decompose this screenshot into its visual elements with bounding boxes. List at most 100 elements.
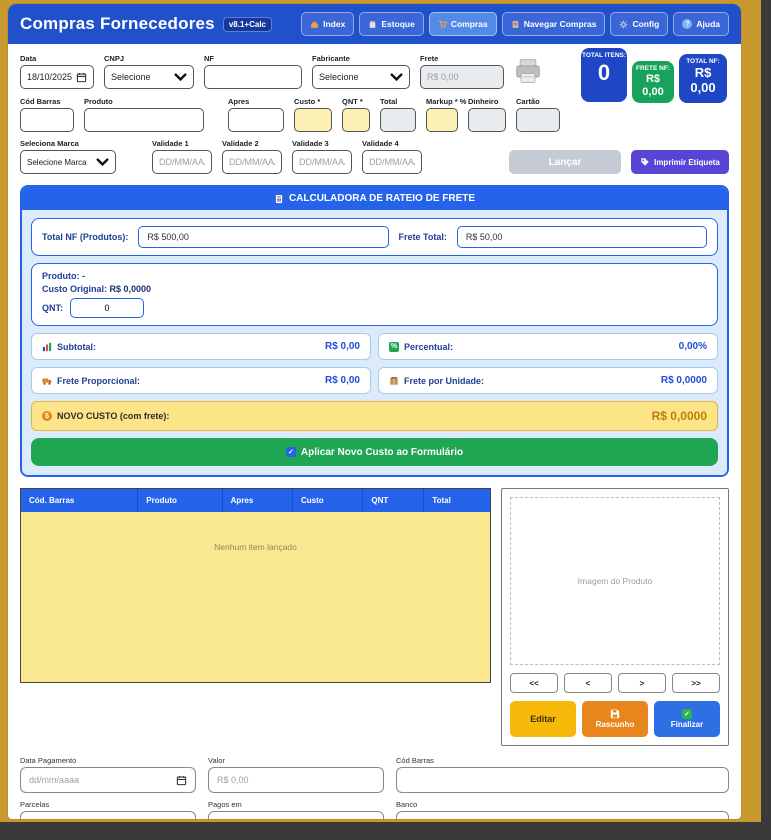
custo-original-line: Custo Original: R$ 0,0000 bbox=[42, 284, 152, 294]
imprimir-etiqueta-button[interactable]: Imprimir Etiqueta bbox=[631, 150, 729, 174]
app-header: Compras Fornecedores v8.1+Calc Index Est… bbox=[8, 4, 741, 44]
page-title: Compras Fornecedores bbox=[20, 14, 215, 33]
next-item-button[interactable]: > bbox=[618, 673, 666, 693]
clipboard-icon bbox=[512, 20, 518, 28]
pagos-em-input[interactable]: dd/mm/aaaa bbox=[208, 811, 384, 819]
desktop-right-strip bbox=[761, 0, 771, 840]
items-table: Cód. Barras Produto Apres Custo QNT Tota… bbox=[20, 488, 491, 683]
form-row-2: Cód Barras Produto Apres Custo * QNT * T… bbox=[20, 97, 729, 132]
payment-cod-barras-input[interactable] bbox=[396, 767, 729, 793]
frete-input[interactable] bbox=[420, 65, 504, 89]
total-nf-produtos-input[interactable] bbox=[138, 226, 389, 248]
summary-cards: TOTAL ITENS: 0 FRETE NF: R$ 0,00 TOTAL N… bbox=[581, 48, 727, 103]
chevron-down-icon bbox=[174, 73, 187, 81]
item-action-buttons: Editar Rascunho ✓ Finalizar bbox=[510, 701, 720, 737]
total-itens-card: TOTAL ITENS: 0 bbox=[581, 48, 627, 102]
frete-nf-card: FRETE NF: R$ 0,00 bbox=[632, 61, 674, 103]
data-pagamento-input[interactable]: dd/mm/aaaa bbox=[20, 767, 196, 793]
parcelas-input[interactable] bbox=[20, 811, 196, 819]
produto-line: Produto: - bbox=[42, 271, 85, 281]
product-image-placeholder: Imagem do Produto bbox=[510, 497, 720, 665]
qnt-input[interactable] bbox=[342, 108, 370, 132]
box-icon bbox=[370, 20, 376, 28]
frete-por-unidade-metric: Frete por Unidade: R$ 0,0000 bbox=[378, 367, 718, 394]
novo-custo-value: R$ 0,0000 bbox=[651, 409, 707, 423]
total-nf-card: TOTAL NF: R$ 0,00 bbox=[679, 54, 727, 103]
chevron-down-icon bbox=[96, 158, 109, 166]
form-row-3: Seleciona Marca Selecione Marca Validade… bbox=[20, 139, 729, 174]
validade-2-input[interactable] bbox=[222, 150, 282, 174]
cartao-input[interactable] bbox=[516, 108, 560, 132]
chevron-down-icon bbox=[390, 73, 403, 81]
calendar-icon bbox=[76, 72, 87, 82]
percentual-metric: % Percentual: 0,00% bbox=[378, 333, 718, 360]
data-input[interactable]: 18/10/2025 bbox=[20, 65, 94, 89]
frete-proporcional-metric: Frete Proporcional: R$ 0,00 bbox=[31, 367, 371, 394]
markup-input[interactable] bbox=[426, 108, 458, 132]
version-badge: v8.1+Calc bbox=[222, 16, 272, 32]
marca-select[interactable]: Selecione Marca bbox=[20, 150, 116, 174]
validade-1-input[interactable] bbox=[152, 150, 212, 174]
product-image-panel: Imagem do Produto << < > >> Editar Rascu… bbox=[501, 488, 729, 746]
printer-icon bbox=[516, 59, 540, 83]
custo-input[interactable] bbox=[294, 108, 332, 132]
validade-3-input[interactable] bbox=[292, 150, 352, 174]
apres-input[interactable] bbox=[228, 108, 284, 132]
calculator-product-box: Produto: - Custo Original: R$ 0,0000 QNT… bbox=[31, 263, 718, 326]
frete-total-input[interactable] bbox=[456, 226, 708, 248]
payment-form: Data Pagamento dd/mm/aaaa Valor Cód Barr… bbox=[20, 756, 729, 819]
cod-barras-input[interactable] bbox=[20, 108, 74, 132]
novo-custo-bar: $ NOVO CUSTO (com frete): R$ 0,0000 bbox=[31, 401, 718, 431]
label-printer-image bbox=[514, 58, 542, 89]
finalizar-button[interactable]: ✓ Finalizar bbox=[654, 701, 720, 737]
nf-input[interactable] bbox=[204, 65, 302, 89]
subtotal-metric: Subtotal: R$ 0,00 bbox=[31, 333, 371, 360]
editar-button[interactable]: Editar bbox=[510, 701, 576, 737]
rascunho-button[interactable]: Rascunho bbox=[582, 701, 648, 737]
nav-item-index[interactable]: Index bbox=[301, 12, 355, 36]
gear-icon bbox=[620, 20, 628, 28]
fabricante-select[interactable]: Selecione bbox=[312, 65, 410, 89]
nav-item-compras[interactable]: Compras bbox=[428, 12, 497, 36]
question-icon: ? bbox=[682, 19, 693, 29]
first-item-button[interactable]: << bbox=[510, 673, 558, 693]
calendar-icon bbox=[176, 775, 187, 785]
total-itens-value: 0 bbox=[597, 60, 611, 86]
form-row-1: Data 18/10/2025 CNPJ Selecione NF Fabric… bbox=[20, 54, 729, 89]
check-icon: ✓ bbox=[682, 709, 692, 719]
validade-4-input[interactable] bbox=[362, 150, 422, 174]
lancar-button[interactable]: Lançar bbox=[509, 150, 621, 174]
nav-item-config[interactable]: Config bbox=[610, 12, 669, 36]
cnpj-select[interactable]: Selecione bbox=[104, 65, 194, 89]
calculator-metrics-row-2: Frete Proporcional: R$ 0,00 Frete por Un… bbox=[31, 367, 718, 394]
tag-icon bbox=[641, 158, 649, 166]
total-nf-value: R$ 0,00 bbox=[690, 65, 716, 96]
home-icon bbox=[311, 20, 318, 28]
floppy-disk-icon bbox=[610, 709, 620, 719]
desktop-bottom-bar bbox=[0, 822, 771, 840]
app-window: Compras Fornecedores v8.1+Calc Index Est… bbox=[8, 4, 741, 819]
items-section: Cód. Barras Produto Apres Custo QNT Tota… bbox=[20, 488, 729, 746]
banco-select[interactable]: Selecione bbox=[396, 811, 729, 819]
calculator-icon bbox=[275, 194, 283, 203]
produto-input[interactable] bbox=[84, 108, 204, 132]
last-item-button[interactable]: >> bbox=[672, 673, 720, 693]
main-nav: Index Estoque Compras Navegar Compras Co… bbox=[301, 12, 729, 36]
calculator-metrics-row-1: Subtotal: R$ 0,00 % Percentual: 0,00% bbox=[31, 333, 718, 360]
percent-icon: % bbox=[389, 341, 399, 352]
nav-item-estoque[interactable]: Estoque bbox=[359, 12, 424, 36]
items-table-header: Cód. Barras Produto Apres Custo QNT Tota… bbox=[21, 489, 490, 512]
frete-nf-value: R$ 0,00 bbox=[642, 73, 664, 98]
calculator-body: Total NF (Produtos): Frete Total: Produt… bbox=[22, 210, 727, 475]
calculator-qnt-input[interactable] bbox=[70, 298, 144, 318]
freight-calculator-section: CALCULADORA DE RATEIO DE FRETE Total NF … bbox=[20, 185, 729, 477]
aplicar-novo-custo-button[interactable]: ✓ Aplicar Novo Custo ao Formulário bbox=[31, 438, 718, 466]
calculator-header: CALCULADORA DE RATEIO DE FRETE bbox=[22, 187, 727, 210]
nav-item-ajuda[interactable]: ? Ajuda bbox=[673, 12, 729, 36]
prev-item-button[interactable]: < bbox=[564, 673, 612, 693]
valor-input[interactable] bbox=[208, 767, 384, 793]
dinheiro-input[interactable] bbox=[468, 108, 506, 132]
nav-item-navegar-compras[interactable]: Navegar Compras bbox=[501, 12, 606, 36]
cart-icon bbox=[438, 20, 447, 28]
total-input[interactable] bbox=[380, 108, 416, 132]
